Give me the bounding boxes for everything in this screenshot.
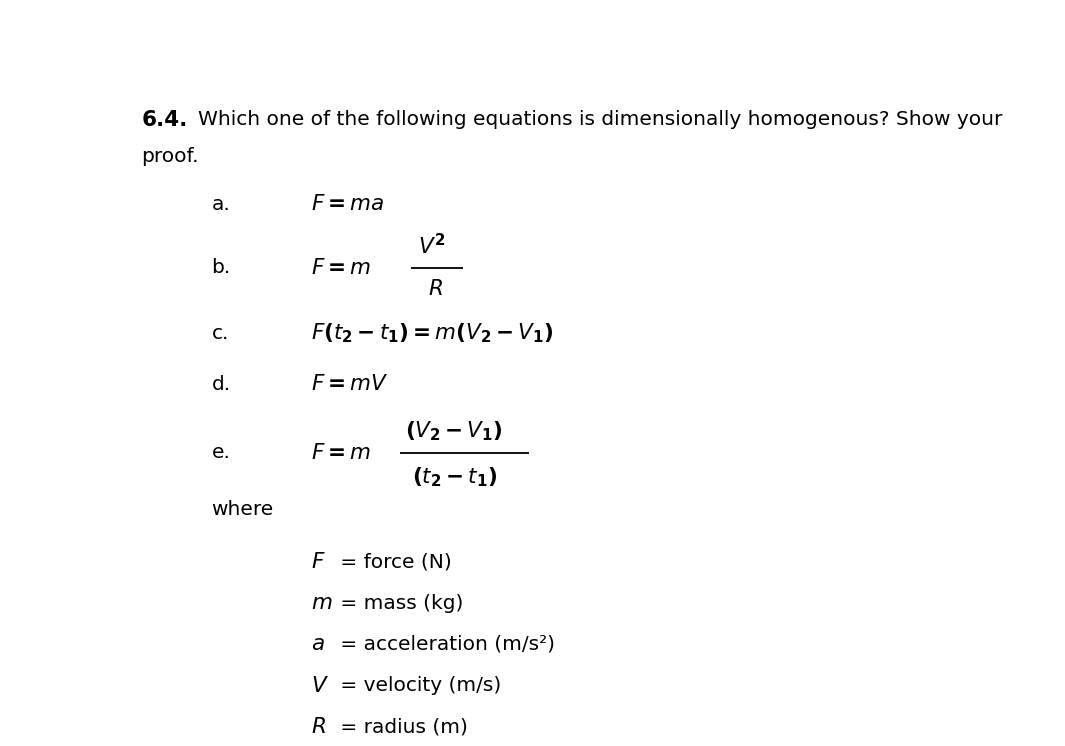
Text: $\mathit{a}$: $\mathit{a}$ (311, 634, 325, 654)
Text: e.: e. (212, 443, 230, 462)
Text: c.: c. (212, 325, 229, 343)
Text: = velocity (m/s): = velocity (m/s) (333, 677, 501, 695)
Text: $\mathbf{\mathit{F}=\mathit{m}}$: $\mathbf{\mathit{F}=\mathit{m}}$ (311, 442, 371, 463)
Text: $\mathit{m}$: $\mathit{m}$ (311, 593, 332, 613)
Text: proof.: proof. (142, 147, 199, 166)
Text: = acceleration (m/s²): = acceleration (m/s²) (333, 635, 555, 654)
Text: $\mathit{F}$: $\mathit{F}$ (311, 552, 325, 571)
Text: $\mathbf{\mathit{R}}$: $\mathbf{\mathit{R}}$ (428, 280, 443, 299)
Text: $\mathbf{\mathit{V}^{2}}$: $\mathbf{\mathit{V}^{2}}$ (417, 233, 445, 258)
Text: $\mathit{V}$: $\mathit{V}$ (311, 676, 328, 696)
Text: = radius (m): = radius (m) (333, 718, 468, 736)
Text: $\mathbf{\mathit{F}=\mathit{ma}}$: $\mathbf{\mathit{F}=\mathit{ma}}$ (311, 195, 384, 214)
Text: $\mathbf{\mathit{F}(\mathit{t}_{2}-\mathit{t}_{1})=\mathit{m}(\mathit{V}_{2}-\ma: $\mathbf{\mathit{F}(\mathit{t}_{2}-\math… (311, 322, 553, 345)
Text: a.: a. (212, 195, 230, 214)
Text: = mass (kg): = mass (kg) (333, 594, 463, 612)
Text: $\mathbf{\mathit{F}=\mathit{m}}$: $\mathbf{\mathit{F}=\mathit{m}}$ (311, 257, 371, 278)
Text: d.: d. (212, 374, 231, 394)
Text: $\mathit{R}$: $\mathit{R}$ (311, 717, 326, 737)
Text: Which one of the following equations is dimensionally homogenous? Show your: Which one of the following equations is … (197, 110, 1002, 128)
Text: = force (N): = force (N) (333, 552, 452, 571)
Text: 6.4.: 6.4. (142, 110, 187, 130)
Text: $\mathbf{\mathit{F}=\mathit{mV}}$: $\mathbf{\mathit{F}=\mathit{mV}}$ (311, 374, 389, 394)
Text: $\mathbf{(\mathit{V}_{2}-\mathit{V}_{1})}$: $\mathbf{(\mathit{V}_{2}-\mathit{V}_{1})… (406, 419, 504, 442)
Text: where: where (212, 501, 274, 519)
Text: $\mathbf{(\mathit{t}_{2}-\mathit{t}_{1})}$: $\mathbf{(\mathit{t}_{2}-\mathit{t}_{1})… (412, 466, 497, 489)
Text: b.: b. (212, 258, 231, 277)
